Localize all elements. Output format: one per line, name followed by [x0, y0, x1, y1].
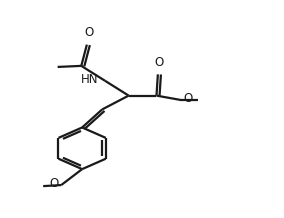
Text: O: O [155, 56, 164, 69]
Text: O: O [84, 26, 94, 39]
Text: HN: HN [80, 73, 98, 86]
Text: O: O [183, 92, 192, 105]
Text: O: O [50, 177, 59, 190]
